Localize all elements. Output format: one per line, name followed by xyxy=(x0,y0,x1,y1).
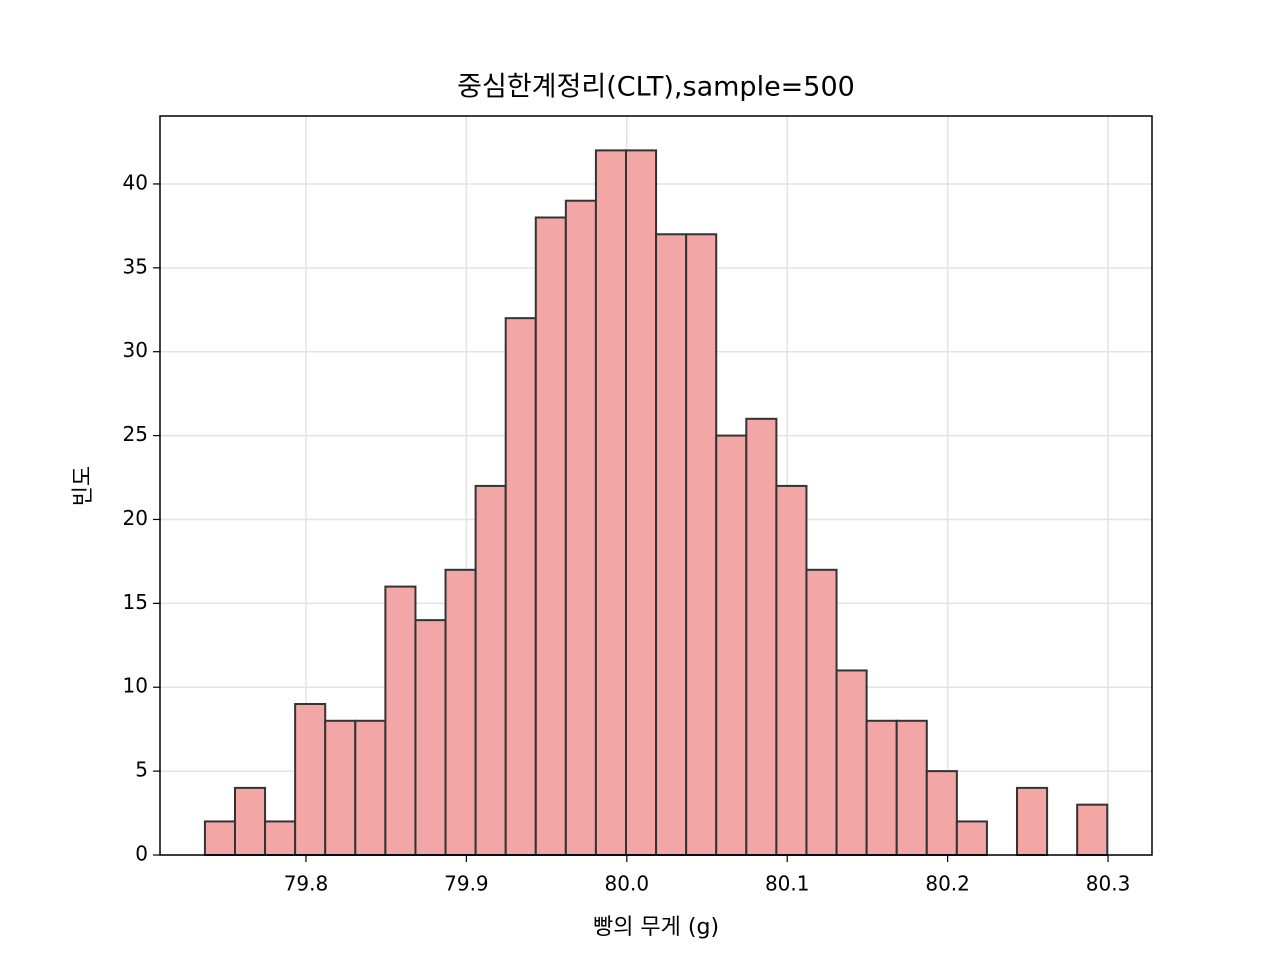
bar xyxy=(294,703,327,857)
chart-title: 중심한계정리(CLT),sample=500 xyxy=(457,72,855,103)
bar xyxy=(203,820,236,856)
y-tick-label: 40 xyxy=(123,170,148,194)
bar xyxy=(1076,803,1109,857)
bar xyxy=(955,820,988,856)
y-tick-label: 20 xyxy=(123,506,148,530)
bar xyxy=(534,216,567,856)
bar xyxy=(233,786,267,856)
x-tick-label: 80.2 xyxy=(925,872,970,896)
bar xyxy=(564,199,597,857)
bar xyxy=(594,149,628,856)
bar xyxy=(775,484,808,856)
bar xyxy=(474,484,507,856)
bar xyxy=(895,719,928,856)
x-tick-label: 80.1 xyxy=(765,872,810,896)
bar xyxy=(835,669,868,857)
bar xyxy=(354,719,387,856)
bar xyxy=(625,149,658,856)
x-tick-label: 79.9 xyxy=(444,872,489,896)
bar xyxy=(444,568,477,857)
bar xyxy=(685,233,718,856)
x-axis-label: 빵의 무게 (g) xyxy=(593,915,719,940)
x-tick-label: 79.8 xyxy=(284,872,329,896)
y-tick-label: 15 xyxy=(123,590,148,614)
y-axis-label: 빈도 xyxy=(71,466,96,506)
bar xyxy=(745,417,778,856)
x-tick-label: 80.3 xyxy=(1086,872,1131,896)
bar xyxy=(925,770,958,856)
bar xyxy=(324,719,357,856)
bar xyxy=(1016,786,1049,856)
bar xyxy=(504,317,537,856)
y-tick-label: 0 xyxy=(135,842,148,866)
y-tick-label: 5 xyxy=(135,758,148,782)
bar xyxy=(264,820,297,856)
bar xyxy=(865,719,898,856)
y-tick-label: 35 xyxy=(123,254,148,278)
bar xyxy=(414,619,447,857)
y-tick-label: 25 xyxy=(123,422,148,446)
bar xyxy=(384,585,417,856)
y-tick-label: 10 xyxy=(123,674,148,698)
bar xyxy=(655,233,688,856)
plot-frame xyxy=(159,115,1153,856)
y-tick-label: 30 xyxy=(123,338,148,362)
bar xyxy=(715,434,748,856)
x-tick-label: 80.0 xyxy=(605,872,650,896)
bar xyxy=(805,568,838,857)
